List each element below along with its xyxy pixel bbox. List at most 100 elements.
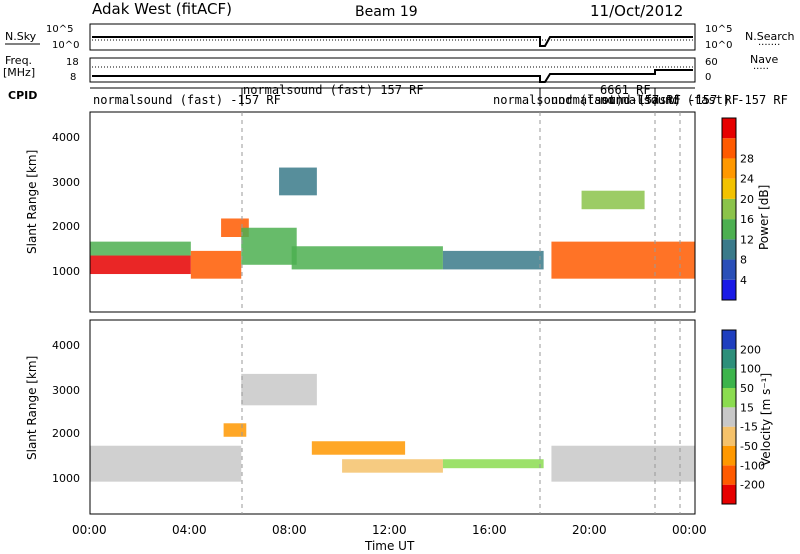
cpid-segment-6: normalsound (fast) -157 RF (600, 93, 788, 107)
velocity-colorbar-swatch (722, 349, 736, 369)
nsearch-label: N.Search (745, 30, 795, 43)
power-colorbar-tick: 20 (740, 193, 754, 206)
power-colorbar-label: Power [dB] (757, 185, 771, 250)
cpid-segment-4: normalsound (fast) -157 RF (493, 93, 681, 107)
cpid-row: CPID normalsound (fast) -157 RF normalso… (8, 83, 788, 107)
nsky-panel: N.Sky 10^5 10^0 N.Search ······· 10^5 10… (5, 23, 795, 51)
velocity-colorbar-label: Velocity [m s⁻¹] (759, 373, 773, 466)
power-colorbar-tick: 8 (740, 254, 747, 267)
velocity-colorbar-swatch (722, 368, 736, 388)
velocity-colorbar-tick: 200 (740, 343, 761, 356)
xtick-20: 20:00 (572, 523, 607, 537)
nsearch-tick-bottom: 10^0 (705, 40, 732, 51)
freq-panel: Freq. [MHz] 18 8 Nave ····· 60 0 (3, 53, 778, 83)
velocity-colorbar-tick: -50 (740, 440, 758, 453)
velocity-region (442, 459, 544, 469)
nave-label: Nave (750, 53, 778, 66)
velocity-colorbar-frame (721, 329, 737, 505)
velocity-colorbar-swatch (722, 388, 736, 408)
power-colorbar-swatch (722, 259, 736, 280)
power-region (291, 246, 443, 270)
velocity-ytick-2000: 2000 (52, 427, 80, 440)
power-region (442, 250, 544, 270)
velocity-region (241, 373, 317, 406)
power-region (279, 167, 317, 196)
freq-tick-bottom: 8 (70, 72, 76, 83)
velocity-colorbar: -200 -100 -50 -15 15 50 100 200 (721, 329, 765, 505)
velocity-colorbar-tick: -100 (740, 459, 765, 472)
nave-tick-top: 60 (705, 57, 718, 68)
power-data-gap (543, 112, 552, 312)
power-region (90, 255, 191, 275)
velocity-colorbar-swatch (722, 426, 736, 446)
power-ylabel: Slant Range [km] (25, 150, 39, 254)
power-region (241, 227, 297, 265)
velocity-ytick-4000: 4000 (52, 339, 80, 352)
station-title: Adak West (fitACF) (92, 0, 232, 18)
cpid-segment-1: normalsound (fast) -157 RF (93, 93, 281, 107)
nave-tick-bottom: 0 (705, 72, 711, 83)
velocity-region (90, 445, 242, 482)
power-panel: Slant Range [km] 1000 2000 3000 4000 4 8 1… (25, 111, 771, 313)
nsky-tick-top: 10^5 (46, 24, 73, 35)
nsky-label: N.Sky (5, 30, 37, 43)
power-region (190, 250, 242, 279)
nsearch-tick-top: 10^5 (705, 24, 732, 35)
power-colorbar-tick: 12 (740, 233, 754, 246)
date-label: 11/Oct/2012 (590, 2, 683, 20)
power-region (90, 241, 191, 256)
cpid-segment-3: 6661 RF (600, 83, 651, 97)
power-colorbar-tick: 4 (740, 274, 747, 287)
nsky-tick-bottom: 10^0 (52, 40, 79, 51)
velocity-colorbar-tick: 100 (740, 363, 761, 376)
velocity-region (551, 445, 695, 482)
freq-trace (92, 69, 693, 83)
power-ytick-2000: 2000 (52, 220, 80, 233)
velocity-colorbar-swatch (722, 465, 736, 485)
power-colorbar-swatch (722, 158, 736, 179)
freq-label-2: [MHz] (3, 66, 35, 79)
cpid-segment-5: normalsound (fast) -157 RF (551, 93, 739, 107)
freq-label-1: Freq. (5, 54, 32, 67)
nsearch-line: ······· (758, 40, 780, 51)
power-colorbar-swatch (722, 198, 736, 220)
cpid-label: CPID (8, 89, 37, 102)
velocity-panel: Slant Range [km] 1000 2000 3000 4000 -20… (25, 319, 773, 515)
x-axis: 00:00 04:00 08:00 12:00 16:00 20:00 00:0… (72, 523, 707, 553)
power-colorbar-swatch (722, 219, 736, 240)
velocity-colorbar-tick: 50 (740, 382, 754, 395)
velocity-region (311, 441, 406, 455)
power-colorbar-tick: 28 (740, 152, 754, 165)
velocity-ytick-1000: 1000 (52, 472, 80, 485)
power-ytick-1000: 1000 (52, 265, 80, 278)
power-colorbar-tick: 24 (740, 173, 754, 186)
velocity-marks (90, 320, 695, 514)
power-ytick-3000: 3000 (52, 176, 80, 189)
velocity-region (223, 423, 247, 437)
power-region (551, 241, 695, 279)
power-region (581, 190, 645, 210)
power-colorbar-swatch (722, 239, 736, 260)
velocity-colorbar-swatch (722, 484, 736, 504)
power-colorbar-frame (721, 117, 737, 301)
xtick-12: 12:00 (372, 523, 407, 537)
power-marks (90, 112, 695, 312)
freq-tick-top: 18 (66, 57, 79, 68)
xtick-04: 04:00 (172, 523, 207, 537)
velocity-region (342, 459, 443, 473)
velocity-colorbar-tick: 15 (740, 401, 754, 414)
cpid-segment-2: normalsound (fast) 157 RF (243, 83, 424, 97)
velocity-data-gap (543, 320, 552, 514)
xtick-08: 08:00 (272, 523, 307, 537)
xtick-16: 16:00 (472, 523, 507, 537)
power-colorbar-tick: 16 (740, 213, 754, 226)
velocity-colorbar-swatch (722, 446, 736, 466)
power-colorbar: 4 8 12 16 20 24 28 (721, 117, 754, 301)
velocity-ylabel: Slant Range [km] (25, 356, 39, 460)
power-colorbar-swatch (722, 118, 736, 139)
power-ytick-4000: 4000 (52, 131, 80, 144)
power-colorbar-swatch (722, 279, 736, 300)
xtick-24: 00:00 (672, 523, 707, 537)
velocity-colorbar-swatch (722, 407, 736, 427)
